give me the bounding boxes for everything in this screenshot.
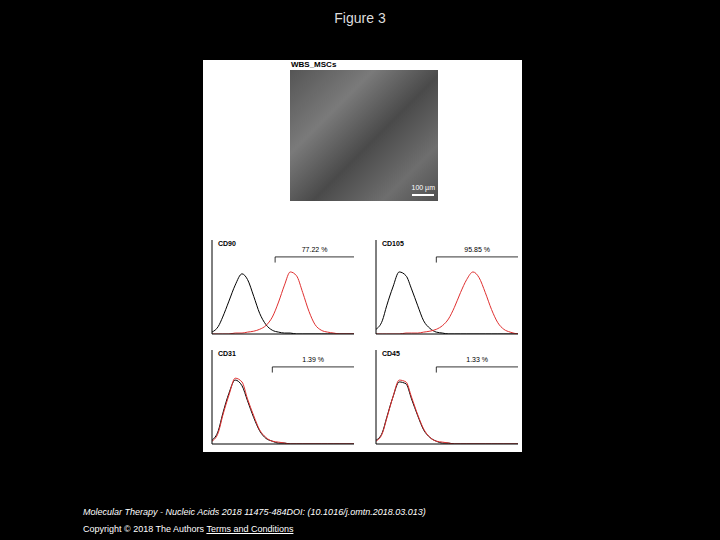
html-text:100 µm: 100 µm bbox=[411, 184, 435, 191]
html-text:WBS_MSCs: WBS_MSCs bbox=[291, 60, 337, 69]
html-text:Figure 3: Figure 3 bbox=[334, 10, 386, 26]
html-text:CD31: CD31 bbox=[218, 350, 236, 357]
html-text:CD105: CD105 bbox=[382, 240, 404, 247]
svg-text:1.39 %: 1.39 % bbox=[302, 356, 324, 363]
html-text:CD45: CD45 bbox=[382, 350, 400, 357]
svg-text:77.22 %: 77.22 % bbox=[302, 246, 328, 253]
svg-text:95.85 %: 95.85 % bbox=[464, 246, 490, 253]
svg-text:1.33 %: 1.33 % bbox=[466, 356, 488, 363]
html-text:Copyright © 2018 The Authors T: Copyright © 2018 The Authors Terms and C… bbox=[83, 524, 294, 534]
html-text:Molecular Therapy - Nucleic Ac: Molecular Therapy - Nucleic Acids 2018 1… bbox=[83, 507, 426, 517]
html-text:CD90: CD90 bbox=[218, 240, 236, 247]
